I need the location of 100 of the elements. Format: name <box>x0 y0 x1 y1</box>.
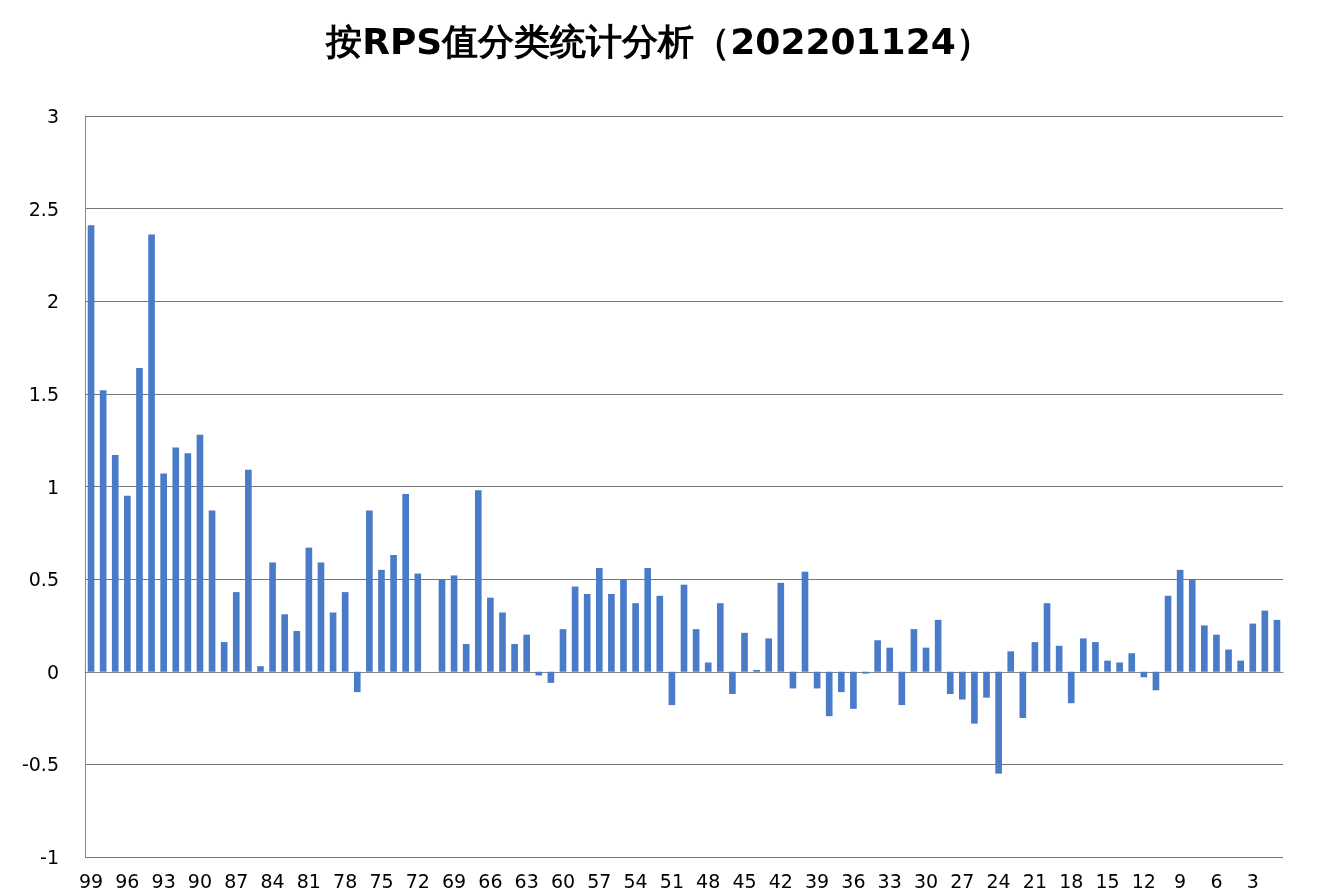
bar <box>220 642 228 672</box>
x-tick-label: 72 <box>405 869 430 890</box>
x-tick-label: 66 <box>478 869 503 890</box>
bar <box>922 647 930 672</box>
bar <box>1067 671 1075 704</box>
bar <box>499 612 506 672</box>
bar <box>196 434 204 672</box>
bar <box>1116 662 1123 672</box>
bar <box>87 225 95 672</box>
x-tick-label: 42 <box>768 869 793 890</box>
bar <box>1273 619 1281 672</box>
bar <box>402 493 409 672</box>
bar <box>583 593 591 672</box>
bar <box>281 614 288 672</box>
bar <box>487 597 494 672</box>
y-tick-label: 0.5 <box>28 568 59 591</box>
bar <box>257 666 264 672</box>
bar <box>910 629 918 672</box>
y-tick-label: 0 <box>46 660 59 683</box>
bar <box>1055 645 1063 672</box>
bar <box>111 455 119 672</box>
bar <box>438 579 446 672</box>
x-tick-label: 93 <box>151 869 176 890</box>
bar <box>704 662 712 672</box>
bar <box>390 555 397 672</box>
bar <box>608 593 615 672</box>
x-tick-label: 12 <box>1131 869 1156 890</box>
x-tick-label: 30 <box>913 869 939 890</box>
bar <box>450 575 458 672</box>
bar <box>716 603 724 672</box>
x-tick-label: 15 <box>1095 869 1120 890</box>
x-tick-label: 87 <box>224 869 249 890</box>
bar <box>317 562 325 672</box>
x-tick-label: 27 <box>950 869 975 890</box>
bar <box>741 632 748 672</box>
bar <box>172 447 180 672</box>
bar <box>136 367 143 672</box>
chart-title: 按RPS值分类统计分析（202201124） <box>325 20 992 62</box>
bar <box>148 234 155 672</box>
x-tick-label: 96 <box>115 869 140 890</box>
bar <box>874 640 881 672</box>
x-tick-label: 18 <box>1059 869 1084 890</box>
bar <box>632 603 639 672</box>
bar <box>269 562 276 672</box>
bar <box>777 582 785 672</box>
bar <box>232 592 240 672</box>
bar <box>366 510 373 672</box>
bar <box>474 490 482 672</box>
bar <box>1080 638 1087 672</box>
y-tick-label: -0.5 <box>21 753 59 776</box>
bar <box>1249 623 1257 672</box>
x-tick-label: 48 <box>696 869 721 890</box>
x-tick-label: 78 <box>333 869 358 890</box>
bar <box>801 571 809 672</box>
x-tick-label: 21 <box>1022 869 1048 890</box>
bar <box>511 643 518 672</box>
bar <box>850 671 857 709</box>
x-tick-label: 60 <box>550 869 576 890</box>
x-tick-label: 45 <box>732 869 757 890</box>
bar <box>571 586 579 672</box>
bar <box>765 638 773 672</box>
bar <box>983 671 990 698</box>
bar <box>1225 649 1232 672</box>
y-tick-label: -1 <box>40 846 59 868</box>
x-tick-label: 81 <box>296 869 321 890</box>
bar <box>995 671 1002 774</box>
x-tick-label: 36 <box>841 869 866 890</box>
x-tick-label: 54 <box>623 869 648 890</box>
x-tick-label: 99 <box>78 869 104 890</box>
bar <box>837 671 845 693</box>
bar <box>934 619 942 672</box>
bar <box>1213 634 1220 672</box>
bar <box>959 671 966 700</box>
y-tick-label: 2.5 <box>28 197 59 220</box>
x-tick-label: 6 <box>1210 869 1223 890</box>
x-tick-label: 3 <box>1246 869 1259 890</box>
y-tick-label: 3 <box>46 105 59 127</box>
bar <box>620 579 627 672</box>
bar <box>305 547 313 672</box>
bar <box>293 631 301 672</box>
bar <box>1019 671 1027 719</box>
x-tick-label: 24 <box>986 869 1011 890</box>
bar <box>99 390 107 672</box>
bar <box>184 453 192 672</box>
x-tick-label: 51 <box>659 869 684 890</box>
bar <box>462 643 470 672</box>
bar <box>886 647 894 672</box>
y-tick-label: 1.5 <box>28 382 59 405</box>
bar <box>1176 569 1184 672</box>
bar <box>378 569 385 672</box>
bar <box>729 671 736 694</box>
bar <box>595 568 603 672</box>
bar <box>1031 642 1039 672</box>
x-tick-label: 33 <box>877 869 902 890</box>
bar <box>656 595 664 672</box>
bar <box>1092 642 1099 672</box>
bar <box>1261 610 1269 672</box>
bar <box>692 629 700 672</box>
x-tick-label: 84 <box>260 869 285 890</box>
x-tick-label: 39 <box>805 869 830 890</box>
